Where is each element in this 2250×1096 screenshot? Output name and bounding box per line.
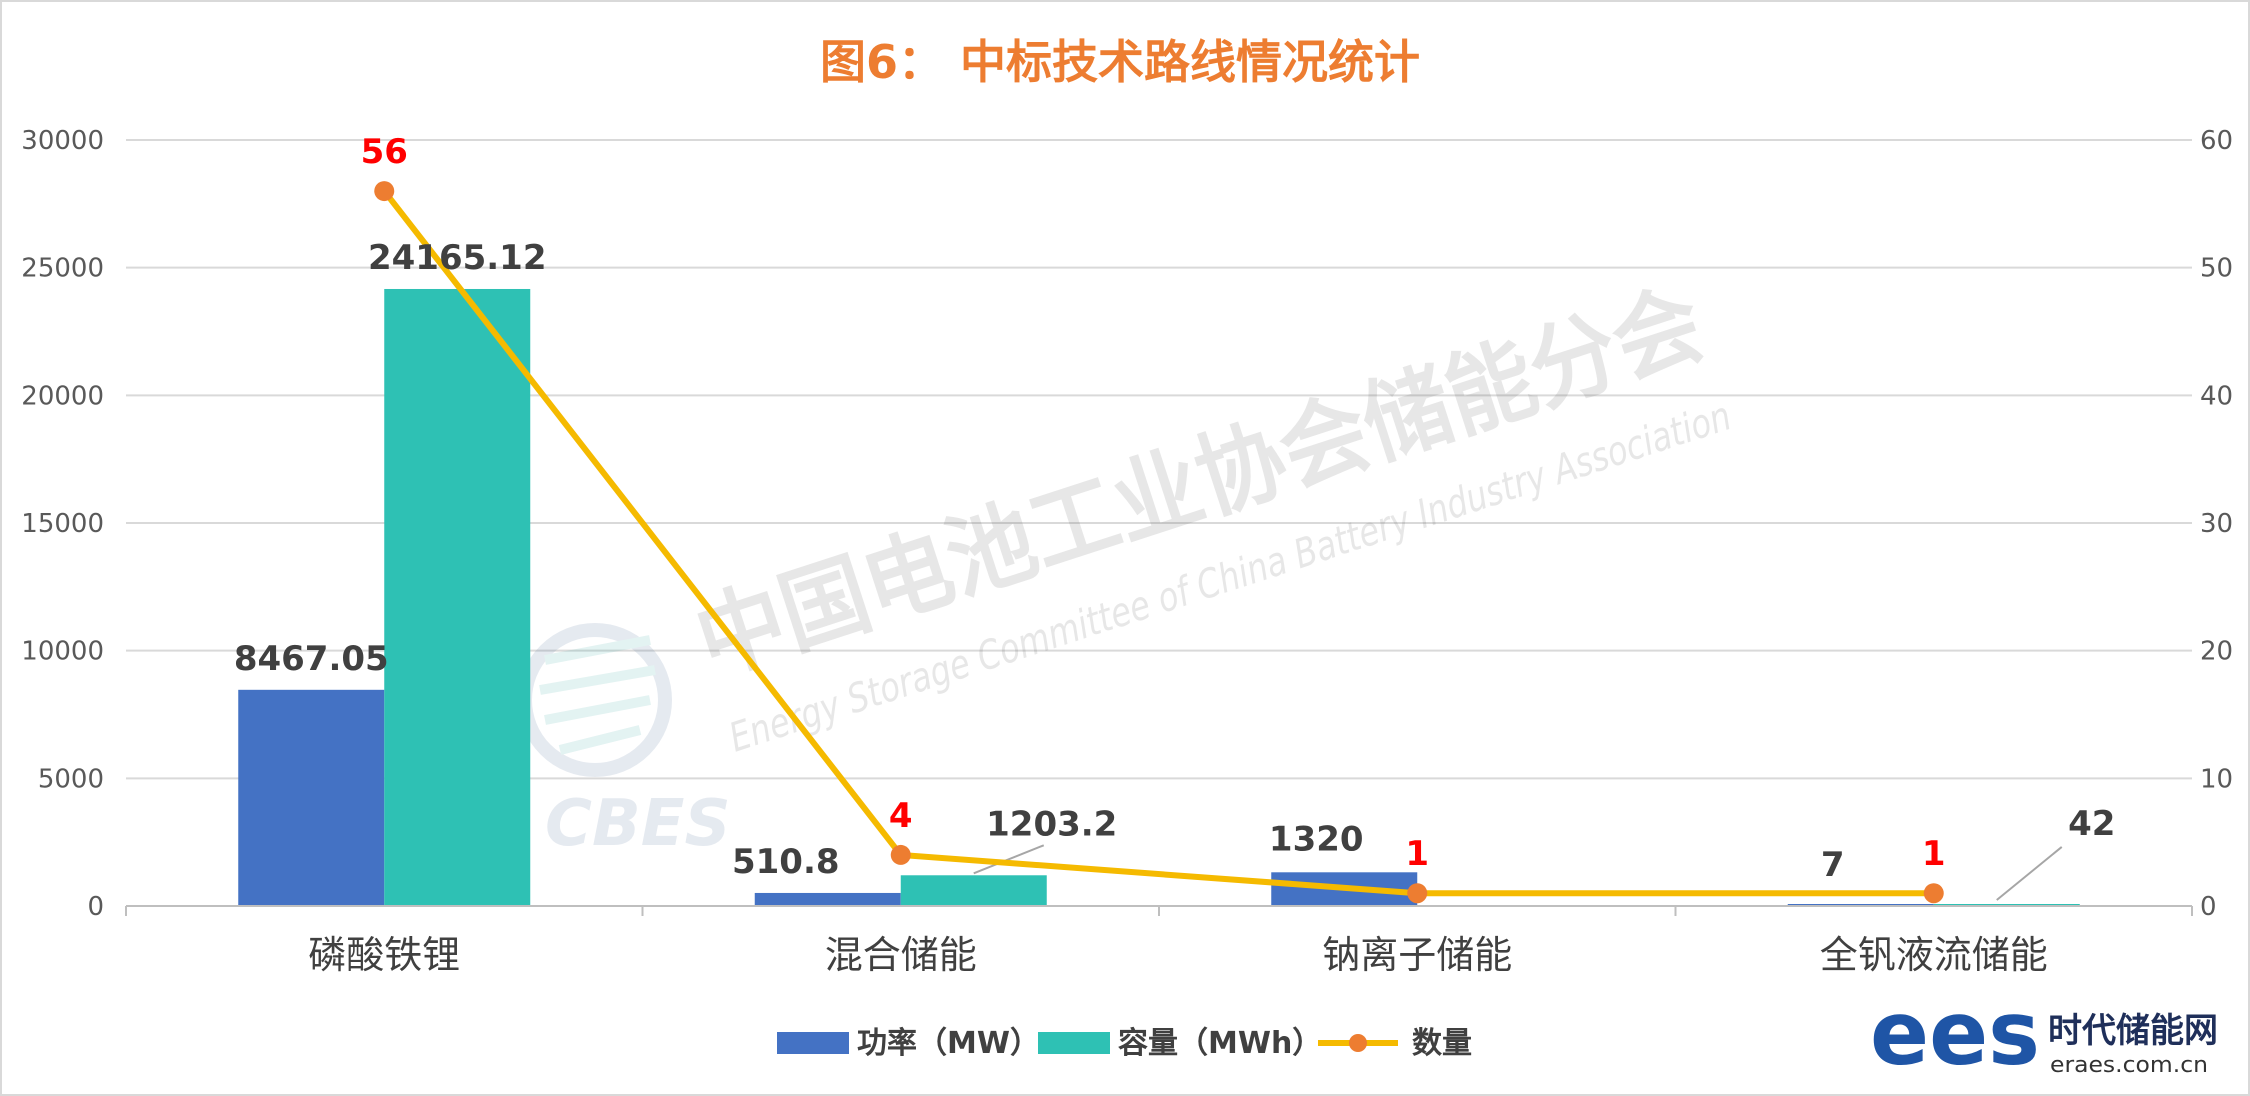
data-label-count: 1 xyxy=(1405,834,1429,874)
bar-capacity xyxy=(384,288,531,906)
y-left-tick-label: 20000 xyxy=(21,381,104,411)
bar-power xyxy=(754,892,901,906)
y-right-tick-label: 50 xyxy=(2200,254,2233,284)
x-axis-ticks xyxy=(125,906,2193,916)
leader-line xyxy=(1996,846,2063,901)
legend-label-capacity: 容量（MWh） xyxy=(1118,1026,1322,1061)
watermark-logo-text: CBES xyxy=(545,787,731,861)
line-point-count xyxy=(374,181,395,202)
legend-swatch-capacity xyxy=(1038,1032,1110,1054)
y-right-tick-label: 20 xyxy=(2200,637,2233,667)
x-tick-label: 混合储能 xyxy=(825,933,977,977)
x-axis: 磷酸铁锂 混合储能 钠离子储能 全钒液流储能 xyxy=(308,933,2048,977)
x-tick-label: 钠离子储能 xyxy=(1322,933,1512,977)
brand-name: 时代储能网 xyxy=(2048,1011,2218,1051)
legend-label-power: 功率（MW） xyxy=(857,1026,1040,1061)
y-left-tick-label: 30000 xyxy=(21,126,104,156)
data-label-count: 1 xyxy=(1922,834,1946,874)
data-label-capacity: 1203.2 xyxy=(986,804,1117,844)
bar-power xyxy=(238,689,385,906)
data-label-power: 1320 xyxy=(1269,819,1364,859)
y-right-tick-label: 30 xyxy=(2200,509,2233,539)
watermark: CBES 中国电池工业协会储能分会 Energy Storage Committ… xyxy=(518,270,1737,861)
data-label-capacity: 42 xyxy=(2068,804,2115,844)
brand-logo: ees 时代储能网 eraes.com.cn xyxy=(1870,982,2218,1085)
data-label-count: 56 xyxy=(361,132,408,172)
y-right-tick-label: 40 xyxy=(2200,381,2233,411)
line-count xyxy=(381,189,1934,897)
data-label-power: 7 xyxy=(1821,845,1845,885)
watermark-logo-icon xyxy=(518,623,672,777)
y-right-tick-label: 0 xyxy=(2200,892,2217,922)
y-right-tick-label: 60 xyxy=(2200,126,2233,156)
line-point-count xyxy=(1923,883,1944,904)
legend-swatch-power xyxy=(777,1032,849,1054)
leader-lines xyxy=(973,844,2063,901)
line-point-count xyxy=(1407,883,1428,904)
legend-marker-count xyxy=(1349,1034,1367,1052)
y-right-tick-label: 10 xyxy=(2200,764,2233,794)
brand-url: eraes.com.cn xyxy=(2050,1053,2208,1078)
data-label-power: 8467.05 xyxy=(234,639,389,679)
leader-line xyxy=(973,844,1045,875)
legend: 功率（MW） 容量（MWh） 数量 xyxy=(777,1026,1472,1061)
data-label-count: 4 xyxy=(889,796,913,836)
line-point-count xyxy=(890,844,911,865)
line-series xyxy=(374,181,1944,904)
y-left-tick-label: 10000 xyxy=(21,637,104,667)
data-labels: 8467.05 24165.12 510.8 1203.2 1320 7 42 56 4 1 1 xyxy=(234,132,2116,885)
data-label-power: 510.8 xyxy=(732,842,840,882)
y-left-tick-label: 5000 xyxy=(38,764,104,794)
data-label-capacity: 24165.12 xyxy=(368,238,547,278)
bar-capacity xyxy=(900,875,1047,906)
x-tick-label: 磷酸铁锂 xyxy=(308,933,460,977)
bars xyxy=(238,288,2080,906)
y-left-tick-label: 0 xyxy=(87,892,104,922)
legend-item-capacity: 容量（MWh） xyxy=(1038,1026,1322,1061)
ees-logo-icon: ees xyxy=(1870,982,2040,1085)
brand-logo-text: ees xyxy=(1870,982,2040,1085)
y-axis-right: 0 10 20 30 40 50 60 xyxy=(2200,126,2233,922)
legend-item-power: 功率（MW） xyxy=(777,1026,1040,1061)
y-left-tick-label: 25000 xyxy=(21,254,104,284)
legend-item-count: 数量 xyxy=(1318,1026,1472,1061)
y-left-tick-label: 15000 xyxy=(21,509,104,539)
x-tick-label: 全钒液流储能 xyxy=(1820,933,2048,977)
legend-label-count: 数量 xyxy=(1412,1026,1472,1061)
chart-title: 图6： 中标技术路线情况统计 xyxy=(820,35,1420,89)
y-axis-left: 0 5000 10000 15000 20000 25000 30000 xyxy=(21,126,104,922)
